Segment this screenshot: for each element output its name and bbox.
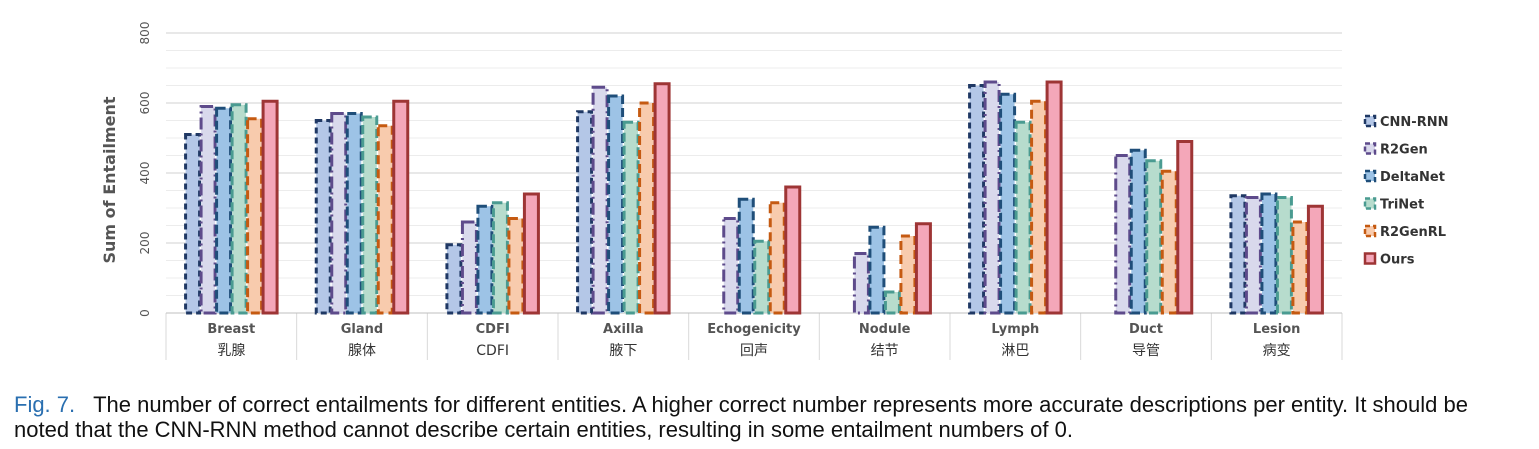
bar-r2gen-cdfi [460,220,478,315]
bar-r2gen-breast [199,105,217,315]
x-tick-label: Duct [1129,322,1163,337]
bar-r2gen-lesion [1244,196,1262,315]
legend-label: DeltaNet [1380,170,1445,185]
legend: CNN-RNN R2Gen DeltaNet TriNet R2GenRL Ours [1363,114,1448,268]
bar-deltanet-lesion [1260,192,1278,315]
bar-cnn-rnn-gland [314,119,332,315]
bar-r2genrl-gland [376,124,394,315]
bar-cnn-rnn-lesion [1229,194,1247,315]
bar-r2genrl-nodule [899,234,917,315]
x-tick-label: Echogenicity [707,322,801,337]
caption-text: The number of correct entailments for di… [14,392,1468,442]
x-tick-label-zh: 回声 [740,343,768,359]
bar-trinet-breast [230,103,248,315]
bar-cnn-rnn-cdfi [445,243,463,315]
bar-r2genrl-echogenicity [768,201,786,315]
y-tick-label: 200 [138,232,152,255]
legend-swatch [1363,142,1377,155]
bar-deltanet-breast [215,106,233,315]
x-tick-label-zh: 导管 [1132,343,1160,359]
bar-ours-gland [392,99,410,315]
bar-r2genrl-cdfi [507,217,525,315]
bar-r2gen-duct [1114,154,1132,315]
x-tick-label: Gland [341,322,383,337]
bar-ours-duct [1176,140,1194,315]
bar-r2gen-lymph [983,80,1001,315]
legend-label: TriNet [1380,198,1424,213]
bar-trinet-echogenicity [753,239,771,315]
bar-trinet-lesion [1275,196,1293,315]
bar-r2gen-axilla [591,85,609,315]
legend-label: R2GenRL [1380,225,1446,240]
bar-deltanet-lymph [999,92,1017,315]
bar-deltanet-gland [345,112,363,315]
bar-ours-nodule [914,222,932,315]
x-tick-label-zh: 腋下 [609,343,637,359]
figure-caption: Fig. 7. The number of correct entailment… [14,392,1529,442]
bar-cnn-rnn-axilla [576,110,594,315]
x-tick-label-zh: CDFI [476,343,509,359]
x-tick-label-zh: 腺体 [348,343,376,359]
bar-trinet-nodule [883,290,901,315]
bar-r2gen-echogenicity [722,217,740,315]
y-tick-label: 400 [138,162,152,185]
bar-ours-lesion [1306,204,1324,315]
bar-deltanet-nodule [868,225,886,315]
bar-trinet-lymph [1014,120,1032,315]
bar-deltanet-duct [1129,148,1147,315]
bar-r2genrl-breast [246,117,264,315]
legend-swatch [1363,252,1377,265]
bar-r2genrl-duct [1160,169,1178,315]
figure-label: Fig. 7. [14,392,76,417]
legend-label: Ours [1380,253,1415,268]
x-tick-label: Nodule [859,322,911,337]
x-tick-label: Lesion [1253,322,1300,337]
category-labels: Breast 乳腺 Gland 腺体 CDFI CDFI Axilla 腋下 Echogenic… [207,322,1300,359]
legend-label: R2Gen [1380,143,1428,158]
y-tick-label: 600 [138,92,152,115]
bar-deltanet-echogenicity [737,197,755,315]
bar-ours-axilla [653,82,671,315]
bar-r2gen-nodule [852,252,870,315]
bar-trinet-cdfi [491,201,509,315]
bar-ours-lymph [1045,80,1063,315]
entailment-bar-chart: 0 200 400 600 800 Sum of Entailment Breast 乳腺… [100,22,1448,360]
x-tick-label-zh: 结节 [871,343,899,359]
bar-r2genrl-lymph [1030,99,1048,315]
x-tick-label: Breast [207,322,255,337]
bar-trinet-axilla [622,120,640,315]
y-axis-label: Sum of Entailment [100,96,119,263]
bar-cnn-rnn-breast [184,133,202,315]
bar-trinet-gland [361,115,379,315]
legend-swatch [1363,169,1377,183]
y-tick-label: 0 [138,309,152,317]
x-tick-label-zh: 淋巴 [1001,343,1029,359]
x-tick-label: Lymph [991,322,1039,337]
bar-trinet-duct [1145,159,1163,315]
bar-ours-echogenicity [784,185,802,315]
legend-swatch [1363,114,1377,128]
bar-deltanet-axilla [607,94,625,315]
legend-swatch [1363,224,1377,238]
x-tick-label-zh: 乳腺 [217,343,245,359]
legend-swatch [1363,197,1377,210]
bar-deltanet-cdfi [476,204,494,315]
bar-ours-cdfi [522,192,540,315]
bar-r2genrl-lesion [1291,220,1309,315]
legend-label: CNN-RNN [1380,115,1448,130]
y-tick-label: 800 [138,22,152,45]
bar-cnn-rnn-lymph [968,84,986,315]
x-tick-label: Axilla [603,322,644,337]
bar-r2gen-gland [330,112,348,315]
x-tick-label: CDFI [476,322,510,337]
x-tick-label-zh: 病变 [1263,343,1291,359]
bar-ours-breast [261,99,279,315]
bar-r2genrl-axilla [638,101,656,315]
bars [184,80,1324,315]
